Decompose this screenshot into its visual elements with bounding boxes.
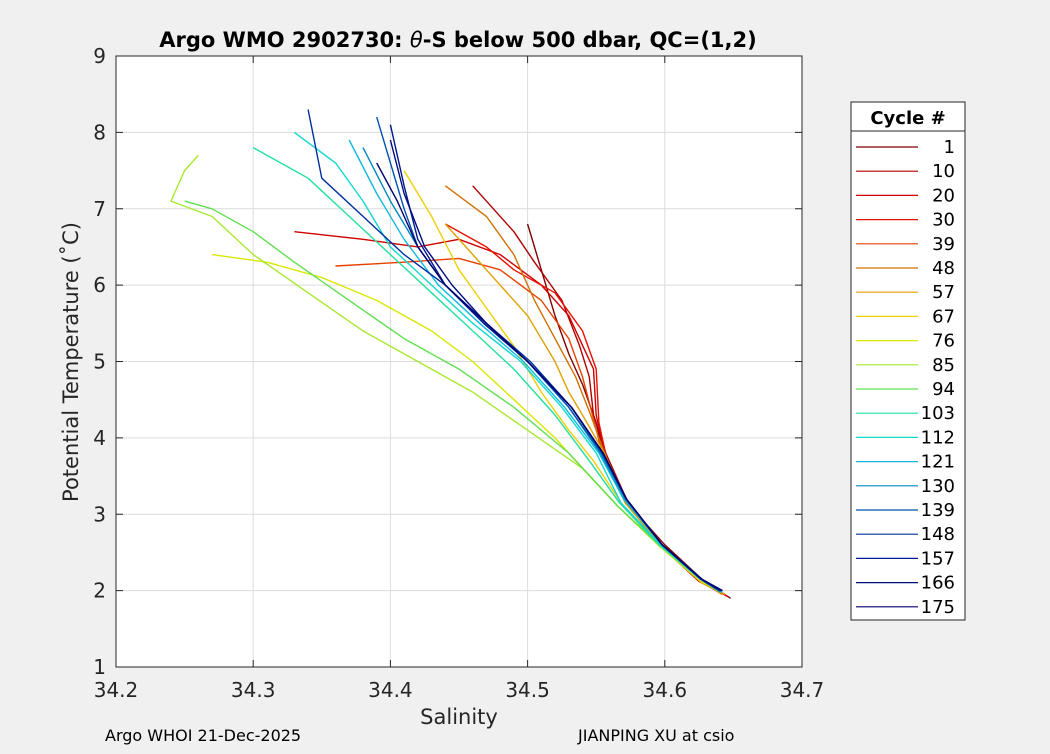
chart-title: Argo WMO 2902730: θ-S below 500 dbar, QC…: [159, 28, 756, 52]
footer-left: Argo WHOI 21-Dec-2025: [105, 726, 301, 745]
legend-label: 85: [932, 355, 955, 376]
legend-label: 39: [932, 234, 955, 255]
x-tick-label: 34.6: [643, 678, 688, 702]
series-layer: [170, 109, 732, 599]
axis-ticks: 34.2 34.3 34.4 34.5 34.6 34.7 1 2 3 4 5 6 7 8 9: [93, 44, 824, 702]
legend-label: 10: [932, 161, 955, 182]
x-tick-label: 34.2: [94, 678, 139, 702]
series-line-cycle-103: [252, 146, 722, 593]
legend-label: 166: [921, 573, 955, 594]
legend-title: Cycle #: [870, 108, 945, 129]
x-tick-label: 34.4: [368, 678, 413, 702]
legend-label: 1: [944, 137, 955, 158]
legend-label: 139: [921, 500, 955, 521]
legend-label: 94: [932, 379, 955, 400]
legend-label: 76: [932, 331, 955, 352]
series-line-cycle-112: [293, 131, 723, 593]
legend-label: 148: [921, 524, 955, 545]
y-tick-label: 2: [93, 579, 106, 603]
x-axis-label: Salinity: [420, 705, 498, 729]
legend-label: 130: [921, 476, 955, 497]
y-tick-label: 9: [93, 44, 106, 68]
legend-label: 103: [921, 403, 955, 424]
legend-label: 30: [932, 210, 955, 231]
legend-label: 20: [932, 185, 955, 206]
legend-label: 112: [921, 427, 955, 448]
y-tick-label: 3: [93, 502, 106, 526]
y-tick-label: 8: [93, 120, 106, 144]
x-tick-label: 34.5: [505, 678, 550, 702]
x-tick-label: 34.3: [231, 678, 276, 702]
legend: Cycle # 1 10 20 30 39 48 57 67 76 85 94 103 112 121 13…: [850, 101, 966, 621]
legend-label: 57: [932, 282, 955, 303]
y-axis-label: Potential Temperature (˚C): [59, 222, 83, 502]
y-tick-label: 6: [93, 273, 106, 297]
legend-label: 121: [921, 452, 955, 473]
y-tick-label: 1: [93, 655, 106, 679]
legend-entries: 1 10 20 30 39 48 57 67 76 85 94 103 112 121 130 139 148 1…: [856, 137, 955, 618]
legend-label: 67: [932, 306, 955, 327]
legend-label: 175: [921, 597, 955, 618]
x-tick-label: 34.7: [780, 678, 825, 702]
footer-right: JIANPING XU at csio: [577, 726, 734, 745]
y-tick-label: 7: [93, 197, 106, 221]
y-tick-label: 5: [93, 350, 106, 374]
legend-label: 48: [932, 258, 955, 279]
series-line-cycle-175: [376, 162, 723, 592]
y-tick-label: 4: [93, 426, 106, 450]
legend-label: 157: [921, 548, 955, 569]
